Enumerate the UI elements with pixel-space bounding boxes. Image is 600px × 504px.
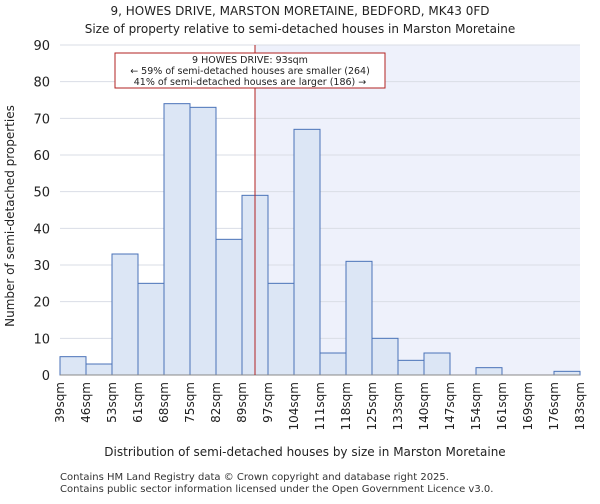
y-tick-label: 60 bbox=[33, 149, 50, 164]
chart-title: 9, HOWES DRIVE, MARSTON MORETAINE, BEDFO… bbox=[111, 4, 490, 18]
bar bbox=[371, 337, 399, 376]
bar bbox=[137, 282, 165, 376]
annotation-label: 9 HOWES DRIVE: 93sqm bbox=[192, 55, 308, 66]
x-tick-label: 61sqm bbox=[131, 382, 145, 423]
x-tick-label: 75sqm bbox=[183, 382, 197, 423]
footer-line-1: Contains HM Land Registry data © Crown c… bbox=[60, 472, 449, 483]
bar bbox=[553, 370, 581, 376]
y-tick-label: 70 bbox=[33, 112, 50, 127]
bar bbox=[345, 260, 373, 376]
bar bbox=[59, 356, 87, 376]
bar bbox=[397, 359, 425, 376]
bar bbox=[293, 128, 321, 376]
x-tick-label: 169sqm bbox=[521, 382, 535, 430]
annotation-line2: 41% of semi-detached houses are larger (… bbox=[134, 77, 367, 88]
y-tick-label: 50 bbox=[33, 186, 50, 201]
x-tick-label: 147sqm bbox=[443, 382, 457, 430]
x-axis-label: Distribution of semi-detached houses by … bbox=[104, 445, 505, 459]
footer-line-2: Contains public sector information licen… bbox=[60, 484, 494, 495]
x-tick-label: 161sqm bbox=[495, 382, 509, 430]
x-tick-label: 154sqm bbox=[469, 382, 483, 430]
y-tick-label: 30 bbox=[33, 259, 50, 274]
x-tick-label: 89sqm bbox=[235, 382, 249, 423]
bar bbox=[163, 103, 191, 376]
bar bbox=[475, 367, 503, 376]
bar bbox=[111, 253, 139, 376]
bar bbox=[215, 238, 243, 376]
bar bbox=[189, 106, 217, 376]
x-tick-label: 183sqm bbox=[573, 382, 587, 430]
y-tick-label: 90 bbox=[33, 39, 50, 54]
y-tick-label: 40 bbox=[33, 222, 50, 237]
x-tick-label: 176sqm bbox=[547, 382, 561, 430]
bar bbox=[267, 282, 295, 376]
x-tick-label: 111sqm bbox=[313, 382, 327, 430]
y-tick-label: 20 bbox=[33, 296, 50, 311]
x-tick-label: 97sqm bbox=[261, 382, 275, 423]
y-tick-label: 0 bbox=[42, 369, 50, 384]
x-tick-label: 53sqm bbox=[105, 382, 119, 423]
x-tick-label: 133sqm bbox=[391, 382, 405, 430]
x-tick-label: 68sqm bbox=[157, 382, 171, 423]
x-tick-label: 104sqm bbox=[287, 382, 301, 430]
x-tick-label: 125sqm bbox=[365, 382, 379, 430]
x-tick-label: 82sqm bbox=[209, 382, 223, 423]
y-axis-label: Number of semi-detached properties bbox=[3, 105, 17, 327]
x-tick-label: 46sqm bbox=[79, 382, 93, 423]
annotation-line1: ← 59% of semi-detached houses are smalle… bbox=[130, 66, 370, 77]
x-tick-label: 140sqm bbox=[417, 382, 431, 430]
bar bbox=[319, 352, 347, 376]
x-tick-label: 118sqm bbox=[339, 382, 353, 430]
y-tick-label: 10 bbox=[33, 332, 50, 347]
chart-subtitle: Size of property relative to semi-detach… bbox=[85, 22, 516, 36]
bar bbox=[85, 363, 113, 376]
x-tick-label: 39sqm bbox=[53, 382, 67, 423]
bar bbox=[423, 352, 451, 376]
annotation-box bbox=[114, 52, 386, 89]
y-tick-label: 80 bbox=[33, 76, 50, 91]
